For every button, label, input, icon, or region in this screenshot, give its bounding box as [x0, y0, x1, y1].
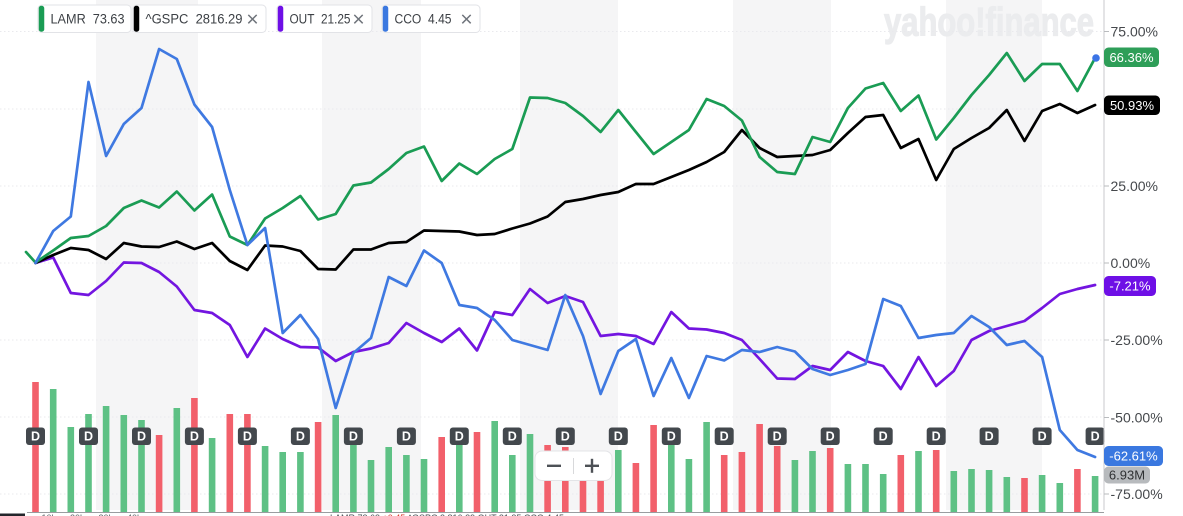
- svg-text:-25.00%: -25.00%: [1111, 332, 1163, 348]
- svg-text:LAMR 73.63: LAMR 73.63: [51, 12, 125, 27]
- svg-text:-75.00%: -75.00%: [1111, 486, 1163, 502]
- svg-text:D: D: [773, 430, 782, 444]
- svg-text:D: D: [508, 430, 517, 444]
- svg-text:-50.00%: -50.00%: [1111, 410, 1163, 426]
- svg-text:D: D: [31, 430, 40, 444]
- svg-text:D: D: [561, 430, 570, 444]
- svg-text:D: D: [720, 430, 729, 444]
- svg-text:D: D: [667, 430, 676, 444]
- svg-text:OUT 21.25: OUT 21.25: [290, 12, 351, 27]
- svg-text:yahoo!finance: yahoo!finance: [884, 1, 1094, 45]
- svg-text:D: D: [614, 430, 623, 444]
- svg-text:D: D: [1091, 430, 1100, 444]
- svg-text:D: D: [243, 430, 252, 444]
- svg-text:D: D: [985, 430, 994, 444]
- svg-text:D: D: [1038, 430, 1047, 444]
- svg-text:25.00%: 25.00%: [1111, 178, 1158, 194]
- svg-text:66.36%: 66.36%: [1109, 50, 1154, 65]
- svg-text:D: D: [349, 430, 358, 444]
- svg-text:-7.21%: -7.21%: [1109, 279, 1151, 294]
- svg-text:0.00%: 0.00%: [1111, 255, 1151, 271]
- svg-text:LAMR 73.63 +0.45 ^GSPC 2,816.: LAMR 73.63 +0.45 ^GSPC 2,816.29 OUT 21.2…: [330, 513, 564, 516]
- svg-text:50.93%: 50.93%: [1110, 98, 1155, 113]
- svg-text:D: D: [455, 430, 464, 444]
- svg-text:D: D: [84, 430, 93, 444]
- svg-text:^GSPC 2816.29: ^GSPC 2816.29: [146, 12, 243, 27]
- svg-text:D: D: [826, 430, 835, 444]
- svg-text:75.00%: 75.00%: [1111, 24, 1158, 40]
- svg-text:D: D: [296, 430, 305, 444]
- svg-text:D: D: [932, 430, 941, 444]
- svg-text:D: D: [879, 430, 888, 444]
- svg-text:CCO 4.45: CCO 4.45: [395, 12, 452, 27]
- svg-text:D: D: [402, 430, 411, 444]
- svg-text:— 10k — 20k — 30k — 40k: — 10k — 20k — 30k — 40k: [30, 513, 142, 516]
- svg-text:-62.61%: -62.61%: [1109, 449, 1158, 464]
- svg-text:6.93M: 6.93M: [1109, 468, 1145, 483]
- svg-text:D: D: [137, 430, 146, 444]
- svg-text:D: D: [190, 430, 199, 444]
